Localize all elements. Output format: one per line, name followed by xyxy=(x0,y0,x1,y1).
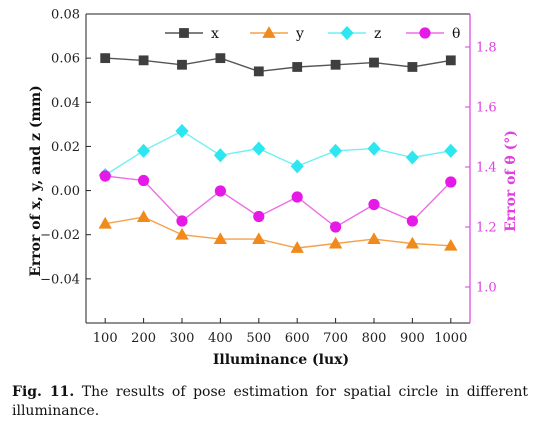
right-axis: 1.0 1.2 1.4 1.6 1.8 xyxy=(465,41,497,296)
data-point xyxy=(368,198,380,211)
left-tick-label: 0.04 xyxy=(51,96,80,111)
legend-item-1: y xyxy=(250,26,304,42)
x-axis-title: Illuminance (lux) xyxy=(213,352,349,368)
data-point xyxy=(290,159,304,174)
legend-item-3: θ xyxy=(406,26,460,42)
figure-caption-text: The results of pose estimation for spati… xyxy=(12,384,528,419)
data-point xyxy=(214,185,226,197)
data-point xyxy=(291,191,303,203)
left-tick-label: −0.04 xyxy=(40,272,80,287)
bottom-axis: 100 200 300 400 500 600 700 800 900 1000 xyxy=(93,318,467,346)
data-point xyxy=(177,59,187,70)
data-point xyxy=(176,215,188,227)
legend-label: θ xyxy=(452,26,460,42)
legend-marker xyxy=(179,28,189,38)
x-tick-label: 100 xyxy=(93,331,118,346)
left-axis: −0.04 −0.02 0.00 0.02 0.04 0.06 0.08 xyxy=(40,8,91,287)
plot-frame xyxy=(85,13,471,324)
x-tick-label: 500 xyxy=(246,331,271,346)
data-point xyxy=(367,141,381,156)
data-point xyxy=(407,62,418,72)
series-0 xyxy=(100,53,456,77)
right-tick-label: 1.8 xyxy=(476,41,497,56)
x-tick-label: 700 xyxy=(323,331,348,346)
x-tick-label: 1000 xyxy=(434,331,467,346)
series-1 xyxy=(98,210,458,253)
data-point xyxy=(99,170,111,182)
left-tick-label: 0.08 xyxy=(51,8,80,23)
data-point xyxy=(367,232,381,245)
data-point xyxy=(213,148,227,163)
data-point xyxy=(175,123,189,139)
data-point xyxy=(175,227,189,240)
x-tick-label: 800 xyxy=(362,331,387,346)
data-point xyxy=(136,210,151,222)
data-point xyxy=(328,236,343,249)
data-point xyxy=(292,62,303,72)
series-3 xyxy=(99,170,457,233)
legend-marker xyxy=(262,26,276,38)
right-tick-label: 1.0 xyxy=(476,281,497,296)
data-point xyxy=(215,53,226,64)
y-axis-title-left: Error of x, y, and z (mm) xyxy=(28,85,44,277)
legend-item-2: z xyxy=(328,25,381,42)
data-point xyxy=(98,216,112,229)
series-line xyxy=(104,130,451,176)
figure-label: Fig. 11. xyxy=(12,384,75,400)
x-tick-label: 200 xyxy=(131,331,156,346)
data-point xyxy=(253,210,265,223)
data-point xyxy=(138,174,150,187)
data-point xyxy=(100,53,111,64)
data-point xyxy=(444,238,458,251)
chart: −0.04 −0.02 0.00 0.02 0.04 0.06 0.08 1.0 1.2 1.4… xyxy=(28,8,519,369)
right-tick-label: 1.2 xyxy=(476,221,497,236)
series-2 xyxy=(98,123,458,183)
legend-item-0: x xyxy=(165,26,219,42)
data-point xyxy=(445,176,457,188)
left-tick-label: 0.00 xyxy=(51,184,80,199)
data-point xyxy=(252,232,266,245)
data-point xyxy=(290,241,304,253)
legend-label: x xyxy=(211,26,219,42)
data-point xyxy=(330,59,341,70)
data-point xyxy=(445,55,456,66)
x-tick-label: 300 xyxy=(170,331,195,346)
data-point xyxy=(253,66,264,77)
x-tick-label: 600 xyxy=(285,331,310,346)
legend-marker xyxy=(340,25,354,41)
x-tick-label: 400 xyxy=(208,331,233,346)
data-point xyxy=(329,143,343,158)
left-tick-label: 0.06 xyxy=(51,52,80,67)
data-point xyxy=(137,143,151,158)
series-line xyxy=(105,216,451,249)
series-layer xyxy=(98,53,458,253)
right-tick-label: 1.4 xyxy=(476,161,497,176)
data-point xyxy=(369,57,379,68)
legend-marker xyxy=(419,27,431,39)
left-tick-label: −0.02 xyxy=(40,228,80,243)
series-line xyxy=(105,57,451,73)
data-point xyxy=(405,150,419,165)
series-line xyxy=(105,175,452,228)
data-point xyxy=(406,215,418,227)
data-point xyxy=(213,232,228,245)
left-tick-label: 0.02 xyxy=(51,140,80,155)
data-point xyxy=(444,143,458,158)
x-tick-label: 900 xyxy=(400,331,425,346)
data-point xyxy=(252,141,266,156)
data-point xyxy=(405,236,420,249)
legend-label: z xyxy=(374,26,381,42)
y-axis-title-right: Error of θ (°) xyxy=(503,130,519,232)
right-tick-label: 1.6 xyxy=(476,101,497,116)
data-point xyxy=(138,55,149,66)
data-point xyxy=(329,221,342,233)
figure-caption: Fig. 11. The results of pose estimation … xyxy=(12,383,528,421)
legend-label: y xyxy=(295,26,304,42)
